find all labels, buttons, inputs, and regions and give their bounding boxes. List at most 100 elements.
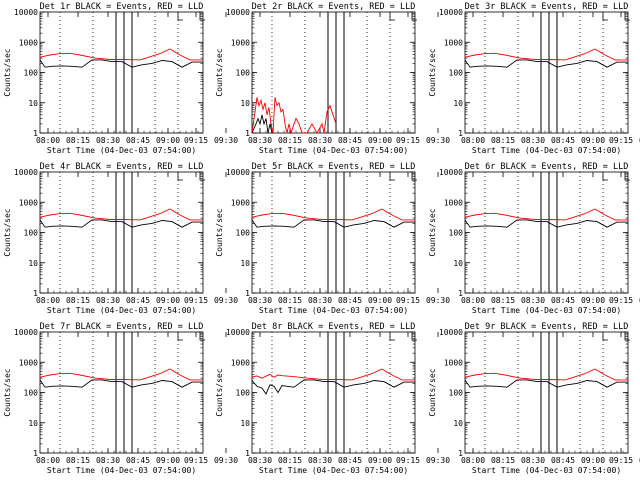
y-tick-label: 1000 [444,38,463,47]
corner-marker [177,12,183,21]
corner-marker [199,172,205,181]
panel-title: Det 7r BLACK = Events, RED = LLD [40,322,204,332]
y-tick-label: 10 [240,99,250,108]
y-tick-label: 10 [28,259,38,268]
x-tick-label: 08:45 [126,456,150,465]
x-tick-label: 09:15 [609,136,633,145]
x-tick-label: 08:30 [96,136,120,145]
x-tick-label: 09:30 [639,136,640,145]
x-tick-label: 08:45 [338,296,362,305]
x-tick-label: 09:00 [581,296,605,305]
lld-series-line [464,368,628,381]
x-axis-label: Start Time (04-Dec-03 07:54:00) [259,466,408,475]
corner-marker [602,332,608,341]
x-tick-label: 08:15 [491,456,515,465]
x-tick-label: 09:00 [368,296,392,305]
x-tick-label: 08:15 [278,456,302,465]
y-tick-label: 1000 [19,38,38,47]
events-series-line [464,219,628,228]
x-tick-label: 09:30 [214,136,238,145]
x-tick-label: 09:30 [214,456,238,465]
x-tick-label: 08:45 [338,136,362,145]
corner-marker [177,332,183,341]
x-tick-label: 09:00 [368,136,392,145]
y-tick-label: 100 [449,389,464,398]
x-tick-label: 08:15 [491,136,515,145]
y-tick-label: 10000 [226,168,250,177]
x-tick-label: 08:00 [461,296,485,305]
panel-det5: Det 5r BLACK = Events, RED = LLD10000100… [215,162,450,315]
panel-title: Det 1r BLACK = Events, RED = LLD [40,2,204,12]
y-tick-label: 100 [24,229,39,238]
y-tick-label: 10 [453,259,463,268]
x-tick-label: 09:15 [184,136,208,145]
events-series-line [251,379,415,395]
y-tick-label: 1000 [444,198,463,207]
y-tick-label: 1 [458,449,463,458]
panel-det2: Det 2r BLACK = Events, RED = LLD10000100… [215,2,450,155]
y-axis-label: Counts/sec [3,368,12,416]
panel-title: Det 2r BLACK = Events, RED = LLD [252,2,416,12]
plot-frame [251,11,416,134]
y-tick-label: 100 [449,229,464,238]
y-tick-label: 100 [24,69,39,78]
x-tick-label: 08:30 [96,456,120,465]
y-tick-label: 1 [33,449,38,458]
lld-series-line [464,48,628,61]
y-tick-label: 1000 [19,198,38,207]
x-axis-label: Start Time (04-Dec-03 07:54:00) [259,146,408,155]
y-tick-label: 100 [236,229,251,238]
y-axis-label: Counts/sec [428,48,437,96]
x-tick-label: 08:30 [521,136,545,145]
x-axis-label: Start Time (04-Dec-03 07:54:00) [472,306,621,315]
y-tick-label: 10 [240,419,250,428]
y-tick-label: 1000 [19,358,38,367]
x-tick-label: 08:30 [308,456,332,465]
x-tick-label: 08:00 [36,456,60,465]
y-tick-label: 1000 [231,358,250,367]
events-series-line [39,219,203,228]
x-axis-label: Start Time (04-Dec-03 07:54:00) [47,146,196,155]
y-axis-label: Counts/sec [428,368,437,416]
x-tick-label: 09:00 [156,456,180,465]
x-tick-label: 09:15 [396,296,420,305]
y-tick-label: 1 [245,129,250,138]
events-series-line [39,59,203,68]
x-tick-label: 09:15 [184,296,208,305]
events-series-line [464,59,628,68]
x-tick-label: 09:00 [581,456,605,465]
y-tick-label: 10 [240,259,250,268]
y-tick-label: 1 [33,129,38,138]
y-axis-label: Counts/sec [215,208,224,256]
x-tick-label: 08:45 [551,456,575,465]
plot-frame [39,331,204,454]
corner-marker [411,332,417,341]
x-axis-label: Start Time (04-Dec-03 07:54:00) [47,306,196,315]
corner-marker [602,172,608,181]
x-tick-label: 08:30 [248,136,272,145]
x-tick-label: 09:00 [368,456,392,465]
y-tick-label: 1 [245,449,250,458]
lld-series-line [39,368,203,381]
x-tick-label: 09:30 [214,296,238,305]
y-tick-label: 1000 [231,38,250,47]
y-tick-label: 100 [236,389,251,398]
y-tick-label: 10000 [14,168,38,177]
x-tick-label: 09:30 [639,456,640,465]
lld-series-line [251,97,337,135]
x-tick-label: 08:45 [551,136,575,145]
x-tick-label: 09:30 [426,136,450,145]
x-axis-label: Start Time (04-Dec-03 07:54:00) [259,306,408,315]
plot-frame [464,331,629,454]
x-axis-label: Start Time (04-Dec-03 07:54:00) [472,466,621,475]
events-series-line [251,114,273,134]
panel-title: Det 6r BLACK = Events, RED = LLD [465,162,629,172]
lld-series-line [251,208,415,221]
x-tick-label: 08:00 [36,136,60,145]
y-tick-label: 10000 [226,328,250,337]
lld-series-line [251,368,415,381]
y-tick-label: 10000 [14,8,38,17]
x-axis-label: Start Time (04-Dec-03 07:54:00) [472,146,621,155]
